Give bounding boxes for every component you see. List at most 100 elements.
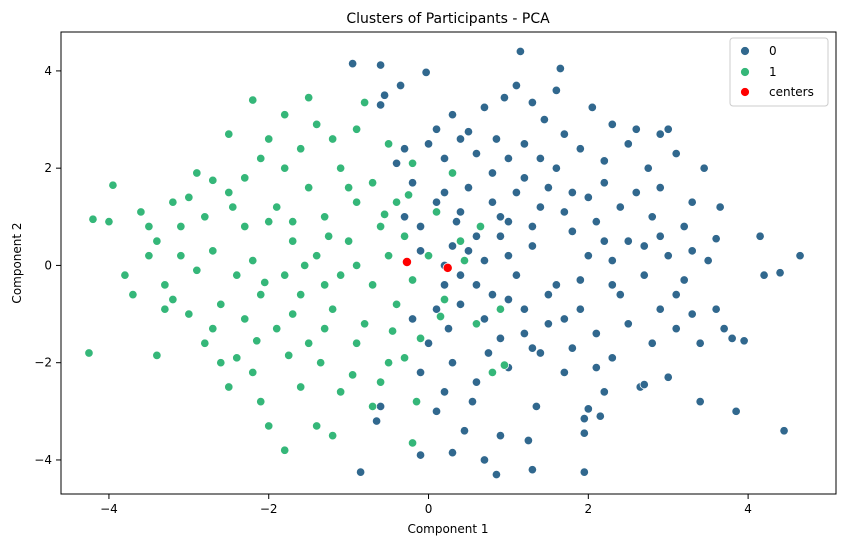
data-point-0-29 [535, 153, 545, 163]
data-point-0-71 [647, 338, 657, 348]
data-point-0-157 [671, 324, 681, 334]
data-point-0-152 [467, 397, 478, 407]
data-point-0-5 [396, 80, 406, 91]
data-point-1-6 [152, 236, 162, 246]
data-point-0-104 [623, 319, 633, 329]
data-point-0-31 [643, 163, 653, 173]
data-point-1-42 [232, 270, 242, 280]
plot-frame [60, 31, 837, 495]
data-point-1-72 [400, 231, 410, 241]
data-point-1-63 [288, 236, 298, 246]
data-point-0-129 [599, 236, 609, 246]
data-point-1-83 [120, 270, 130, 280]
y-tick-label: 4 [44, 64, 52, 78]
data-point-0-43 [663, 372, 673, 382]
data-point-0-100 [679, 221, 689, 232]
data-point-1-96 [499, 360, 509, 370]
legend-marker-1 [740, 67, 750, 77]
legend-label-0: 0 [769, 44, 777, 58]
data-point-0-21 [463, 127, 474, 137]
data-point-1-38 [352, 338, 362, 348]
data-point-0-47 [595, 411, 605, 421]
series-1 [84, 93, 509, 455]
data-point-0-56 [459, 426, 470, 436]
x-tick-label: 0 [425, 502, 433, 516]
data-point-0-89 [451, 217, 462, 227]
data-point-0-148 [495, 333, 505, 343]
data-point-1-108 [403, 190, 414, 200]
data-point-0-9 [499, 93, 509, 103]
data-point-0-85 [575, 275, 585, 285]
data-point-1-21 [200, 212, 210, 222]
data-point-0-162 [503, 217, 513, 227]
data-point-0-137 [543, 319, 553, 329]
data-point-0-97 [583, 192, 593, 202]
data-point-0-120 [639, 270, 649, 280]
data-point-0-81 [559, 207, 569, 217]
data-point-1-76 [336, 270, 346, 280]
legend-label-centers: centers [769, 85, 814, 99]
data-point-0-98 [615, 202, 625, 212]
data-point-0-158 [655, 183, 665, 193]
data-point-0-3 [555, 63, 565, 74]
data-point-1-107 [380, 209, 390, 219]
data-point-1-112 [316, 358, 326, 368]
data-point-1-46 [304, 183, 314, 193]
data-point-0-1 [348, 59, 358, 69]
data-point-1-52 [312, 251, 322, 261]
data-point-0-55 [356, 467, 366, 477]
data-point-0-78 [463, 246, 474, 256]
legend-label-1: 1 [769, 65, 777, 79]
data-point-0-91 [407, 178, 418, 188]
data-point-1-79 [240, 314, 250, 324]
data-point-0-166 [443, 324, 454, 334]
data-point-1-78 [272, 324, 282, 334]
data-point-1-86 [312, 119, 322, 129]
data-point-0-76 [455, 299, 466, 309]
data-point-0-41 [687, 309, 697, 319]
data-point-1-5 [160, 304, 170, 314]
data-point-1-36 [407, 438, 418, 448]
data-point-1-113 [348, 370, 358, 380]
data-point-0-87 [511, 270, 521, 280]
data-point-0-63 [591, 363, 601, 373]
data-point-0-95 [511, 187, 521, 198]
data-point-1-66 [192, 265, 202, 275]
data-point-0-141 [519, 173, 529, 183]
data-point-0-101 [703, 256, 713, 266]
data-point-0-6 [511, 80, 521, 91]
data-point-0-116 [519, 304, 529, 314]
data-point-1-4 [152, 350, 162, 360]
data-point-1-0 [84, 348, 94, 358]
data-point-0-165 [415, 246, 426, 256]
data-point-1-62 [320, 280, 330, 290]
x-tick-label: −2 [260, 502, 278, 516]
data-point-0-102 [679, 275, 689, 285]
data-point-0-19 [671, 149, 681, 159]
data-point-0-73 [567, 343, 577, 353]
data-point-0-140 [639, 241, 649, 251]
data-point-1-97 [400, 353, 410, 363]
data-point-1-28 [256, 397, 266, 407]
data-point-0-90 [431, 197, 442, 207]
data-point-0-155 [711, 304, 721, 314]
data-point-1-59 [407, 275, 418, 285]
data-point-1-58 [392, 299, 402, 309]
data-point-1-17 [328, 134, 338, 144]
data-point-1-20 [224, 187, 234, 198]
data-point-0-132 [503, 153, 513, 163]
data-point-1-15 [360, 97, 370, 108]
data-point-1-71 [352, 197, 362, 207]
data-point-1-74 [415, 333, 426, 343]
data-point-0-122 [503, 251, 513, 261]
data-point-1-3 [108, 180, 118, 190]
data-point-0-93 [439, 153, 450, 163]
data-point-0-25 [519, 139, 529, 149]
data-point-1-1 [88, 214, 98, 224]
data-point-1-89 [447, 168, 458, 178]
data-point-0-11 [587, 102, 597, 112]
data-point-1-27 [224, 382, 234, 392]
data-point-0-33 [715, 202, 725, 212]
data-point-0-159 [687, 197, 697, 207]
data-point-1-61 [352, 260, 362, 270]
